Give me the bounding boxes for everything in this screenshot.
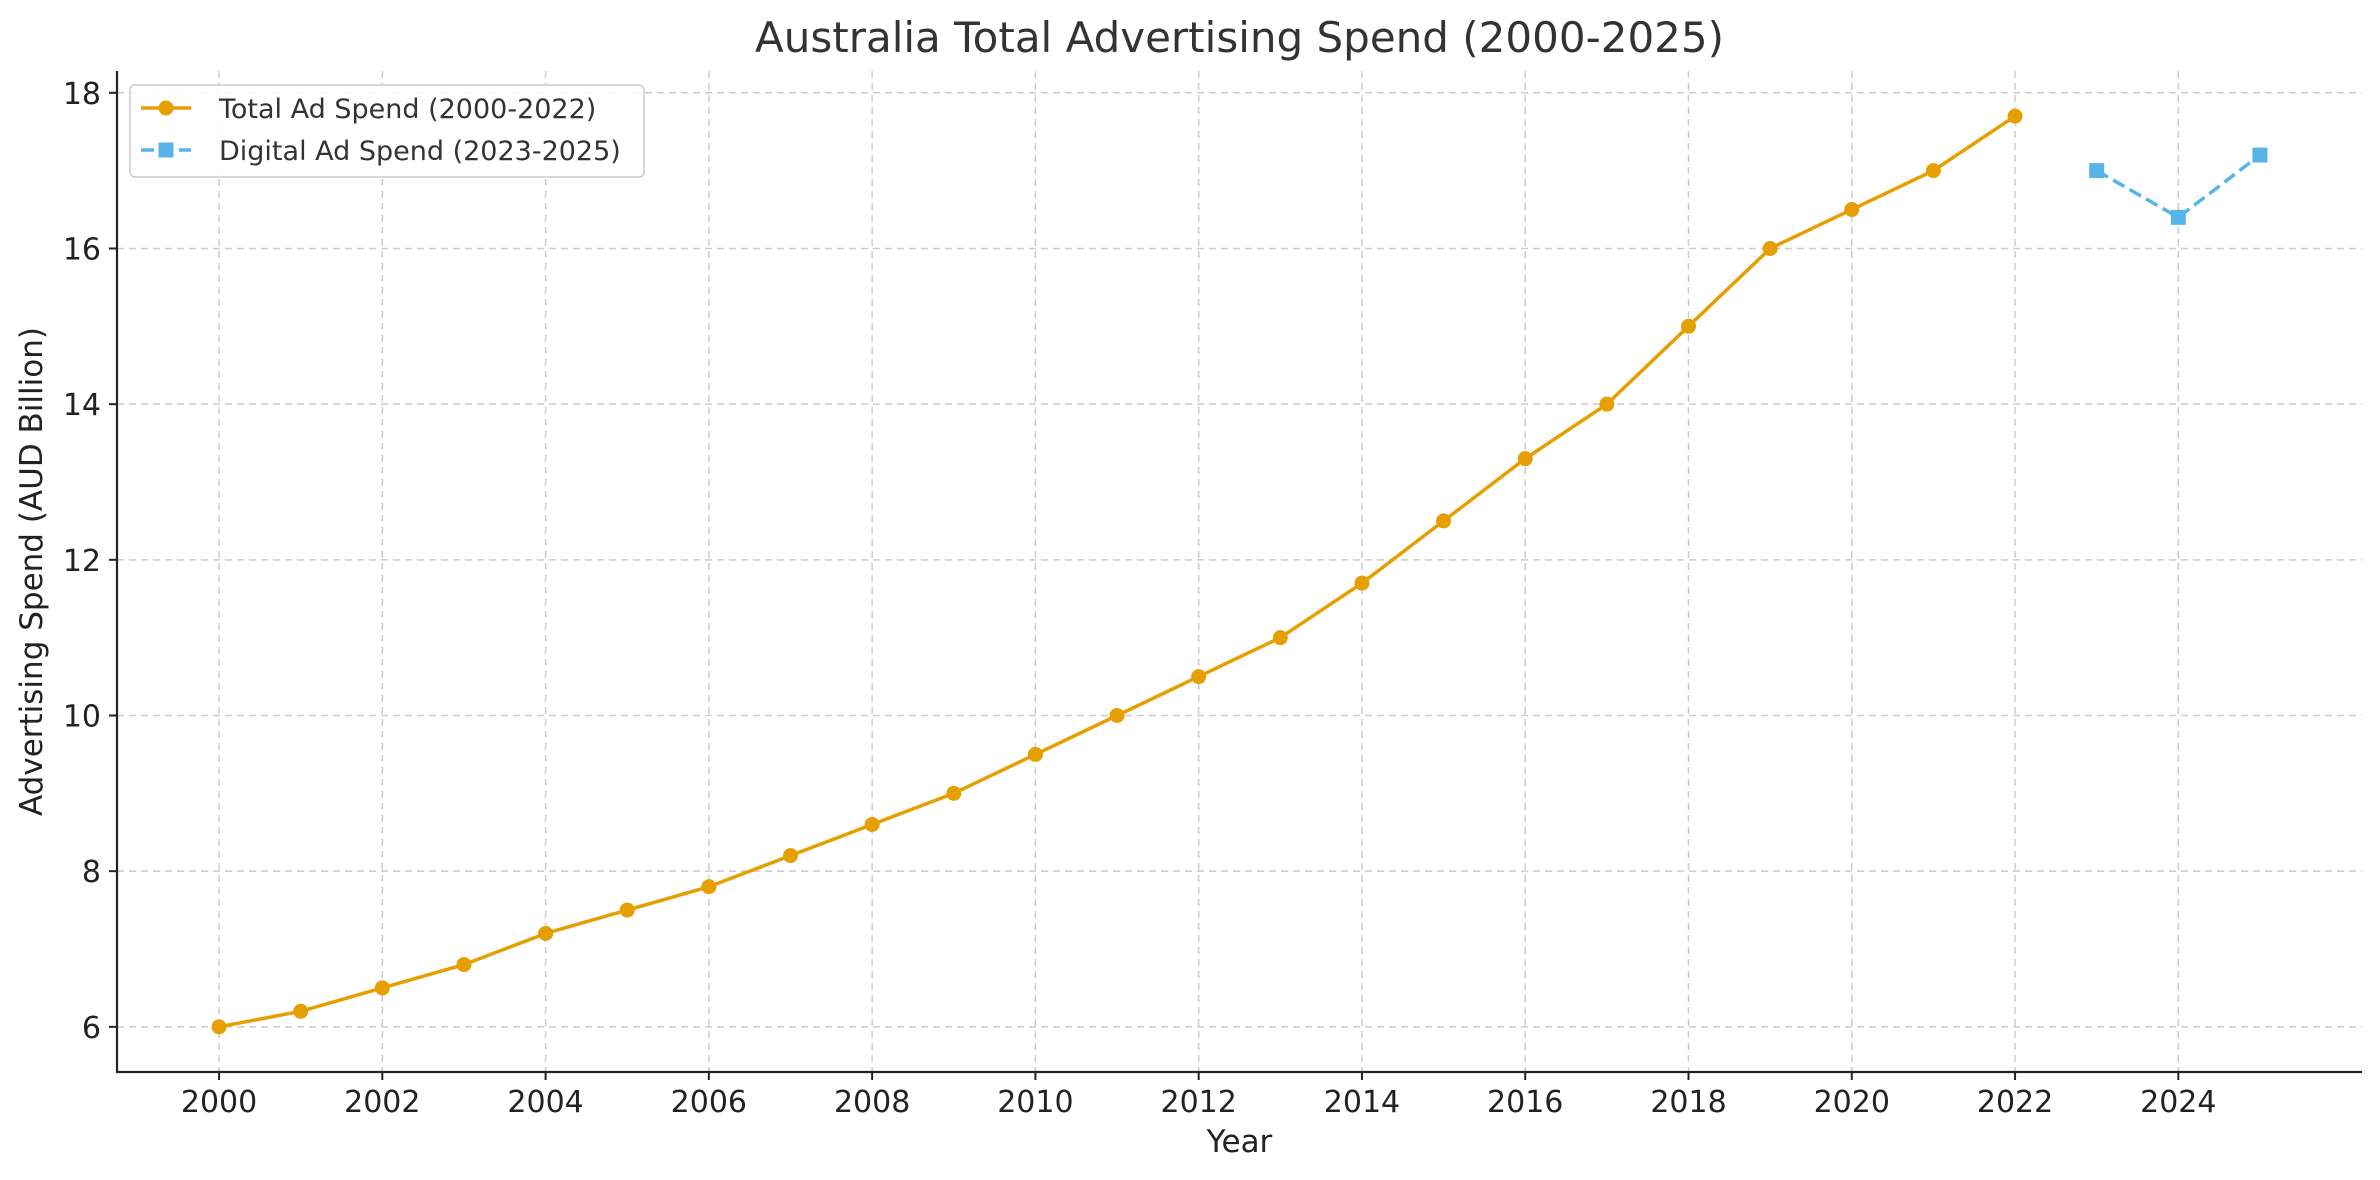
data-point [211, 1019, 227, 1035]
series-layer [211, 108, 2268, 1035]
grid [117, 71, 2362, 1072]
x-tick-label: 2018 [1650, 1085, 1726, 1120]
y-tick-label: 14 [63, 388, 101, 423]
data-point [946, 785, 962, 801]
x-tick-label: 2010 [997, 1085, 1073, 1120]
series-1 [211, 108, 2023, 1035]
y-tick-label: 12 [63, 544, 101, 579]
data-point [2170, 209, 2186, 225]
x-tick-label: 2020 [1814, 1085, 1890, 1120]
x-tick-label: 2004 [507, 1085, 583, 1120]
legend-entries: Total Ad Spend (2000-2022) Digital Ad Spe… [141, 94, 621, 167]
x-tick-label: 2016 [1487, 1085, 1563, 1120]
data-point [1027, 746, 1043, 762]
legend-box [129, 84, 645, 178]
x-tick-label: 2000 [181, 1085, 257, 1120]
data-point [1109, 708, 1125, 724]
legend-entry: Digital Ad Spend (2023-2025) [141, 136, 621, 167]
y-tick-label: 18 [63, 77, 101, 112]
legend-entry: Total Ad Spend (2000-2022) [141, 94, 596, 125]
data-point [2252, 147, 2268, 163]
y-tick-label: 8 [82, 855, 101, 890]
data-point [1681, 318, 1696, 334]
data-point [1191, 669, 1207, 685]
x-axis-label: Year [1206, 1124, 1273, 1160]
data-point [1762, 240, 1778, 256]
axis-spines [115, 71, 2362, 1074]
series-2 [2089, 147, 2268, 225]
data-point [2007, 108, 2023, 124]
y-axis-label: Advertising Spend (AUD Billion) [14, 327, 50, 816]
series-line [2095, 153, 2262, 220]
legend-label: Digital Ad Spend (2023-2025) [219, 136, 621, 167]
x-tick-label: 2022 [1977, 1085, 2053, 1120]
data-point [1599, 396, 1615, 412]
data-point [2089, 163, 2105, 179]
data-point [619, 902, 635, 918]
legend: Total Ad Spend (2000-2022) Digital Ad Spe… [129, 84, 645, 178]
data-point [293, 1003, 309, 1019]
x-tick-label: 2008 [834, 1085, 910, 1120]
data-point [1925, 163, 1941, 179]
data-point [1517, 451, 1533, 467]
x-tick-label: 2012 [1161, 1085, 1237, 1120]
x-tick-label: 2024 [2140, 1085, 2216, 1120]
x-tick-label: 2014 [1324, 1085, 1400, 1120]
data-point [1436, 513, 1452, 529]
data-point [864, 816, 880, 832]
data-point [1272, 630, 1288, 646]
legend-marker [158, 100, 174, 116]
data-point [456, 957, 472, 973]
data-point [374, 980, 390, 996]
x-tick-label: 2002 [344, 1085, 420, 1120]
y-tick-label: 10 [63, 700, 101, 735]
data-point [1354, 575, 1370, 591]
axes: 2000 2002 2004 2006 2008 2010 2012 2014 2016 2018… [63, 71, 2362, 1120]
data-point [783, 848, 798, 864]
chart-title: Australia Total Advertising Spend (2000-… [755, 13, 1724, 62]
data-point [538, 925, 554, 941]
legend-label: Total Ad Spend (2000-2022) [218, 94, 596, 125]
y-tick-label: 16 [63, 232, 101, 267]
legend-marker [158, 142, 174, 158]
series-line [218, 114, 2017, 1029]
data-point [1844, 202, 1860, 218]
data-point [701, 879, 717, 895]
y-tick-label: 6 [82, 1011, 101, 1046]
x-tick-label: 2006 [671, 1085, 747, 1120]
